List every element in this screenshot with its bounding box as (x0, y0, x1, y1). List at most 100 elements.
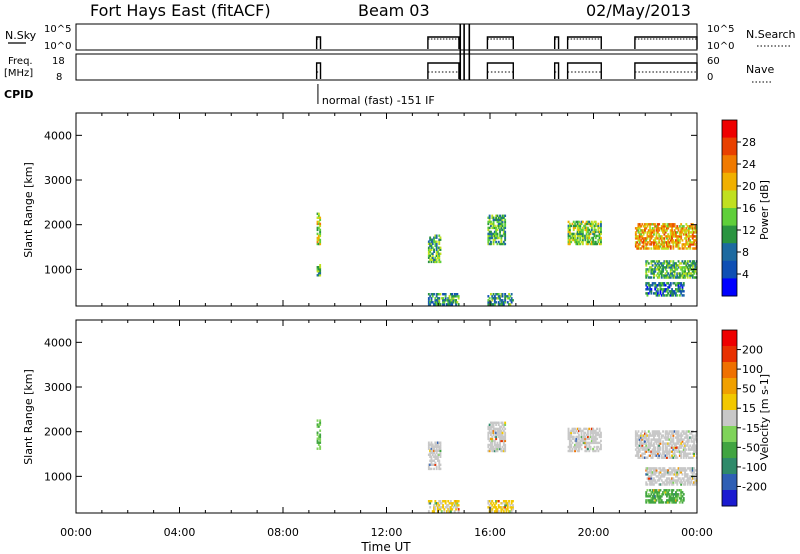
range-cell (600, 238, 602, 242)
range-cell (574, 222, 576, 226)
range-cell (669, 247, 672, 250)
range-cell (658, 229, 661, 232)
range-cell (576, 224, 579, 228)
range-cell (642, 438, 645, 441)
range-cell (689, 475, 692, 478)
range-cell (660, 456, 663, 459)
range-cell (500, 437, 503, 441)
range-cell (647, 448, 650, 451)
range-cell (443, 299, 446, 302)
range-cell (487, 449, 490, 453)
range-cell (567, 435, 570, 439)
range-cell (681, 270, 684, 273)
range-cell (427, 303, 430, 306)
range-cell (654, 495, 657, 498)
range-cell (600, 222, 602, 226)
range-cell (677, 432, 680, 435)
range-cell (672, 495, 675, 498)
range-cell (667, 436, 670, 439)
freq-tick-top: 18 (52, 56, 65, 67)
range-cell (568, 443, 571, 447)
range-cell (673, 290, 676, 293)
colorbar-tick-label: 50 (742, 383, 756, 396)
range-cell (654, 438, 657, 441)
range-cell (429, 453, 432, 457)
range-cell (664, 288, 667, 291)
range-cell (453, 299, 456, 302)
range-cell (690, 446, 693, 449)
range-cell (504, 431, 507, 435)
range-cell (664, 229, 667, 232)
range-cell (645, 442, 648, 445)
range-cell (449, 301, 452, 304)
range-cell (439, 443, 442, 446)
range-cell (493, 421, 496, 425)
range-cell (664, 260, 667, 263)
range-cell (504, 437, 507, 441)
range-cell (493, 295, 496, 298)
range-cell (641, 434, 644, 437)
range-cell (585, 236, 588, 240)
range-cell (660, 475, 663, 478)
range-cell (510, 502, 513, 505)
range-cell (452, 506, 455, 509)
range-cell (689, 239, 692, 242)
range-cell (676, 497, 679, 500)
range-cell (653, 282, 655, 285)
range-cell (439, 238, 442, 241)
range-cell (434, 299, 437, 302)
range-cell (676, 241, 679, 244)
range-cell (433, 447, 435, 450)
range-cell (598, 234, 601, 238)
range-cell (574, 240, 576, 244)
range-cell (499, 439, 501, 443)
range-cell (685, 274, 688, 277)
range-cell (430, 258, 433, 262)
nsky-block (566, 36, 602, 49)
range-cell (638, 241, 641, 244)
range-cell (430, 293, 433, 296)
range-cell (671, 432, 673, 435)
range-cell (656, 272, 659, 275)
range-cell (666, 501, 668, 504)
range-cell (430, 299, 433, 302)
range-cell (653, 448, 655, 451)
range-cell (651, 483, 654, 486)
range-cell (681, 501, 684, 504)
range-cell (672, 501, 675, 504)
range-cell (502, 435, 505, 439)
range-cell (675, 454, 677, 457)
range-cell (435, 447, 438, 450)
range-cell (646, 231, 649, 234)
range-cell (500, 433, 503, 437)
range-cell (673, 229, 676, 232)
range-cell (671, 438, 673, 441)
range-cell (664, 436, 667, 439)
range-cell (671, 483, 673, 486)
range-cell (572, 232, 575, 236)
range-cell (666, 450, 668, 453)
range-cell (645, 483, 648, 486)
range-cell (662, 282, 664, 285)
range-cell (644, 241, 646, 244)
range-cell (600, 220, 602, 224)
range-cell (438, 240, 441, 243)
range-cell (456, 506, 459, 509)
range-cell (687, 268, 690, 271)
range-cell (658, 473, 661, 476)
range-cell (654, 446, 657, 449)
range-cell (651, 241, 654, 244)
range-cell (676, 440, 679, 443)
range-cell (497, 297, 500, 300)
range-cell (579, 441, 582, 445)
range-cell (433, 463, 435, 467)
range-cell (693, 483, 695, 486)
range-cell (434, 242, 437, 246)
range-cell (435, 244, 438, 248)
range-cell (667, 292, 670, 295)
range-cell (438, 449, 441, 453)
range-cell (694, 448, 697, 451)
range-cell (496, 220, 499, 224)
range-cell (693, 467, 695, 470)
